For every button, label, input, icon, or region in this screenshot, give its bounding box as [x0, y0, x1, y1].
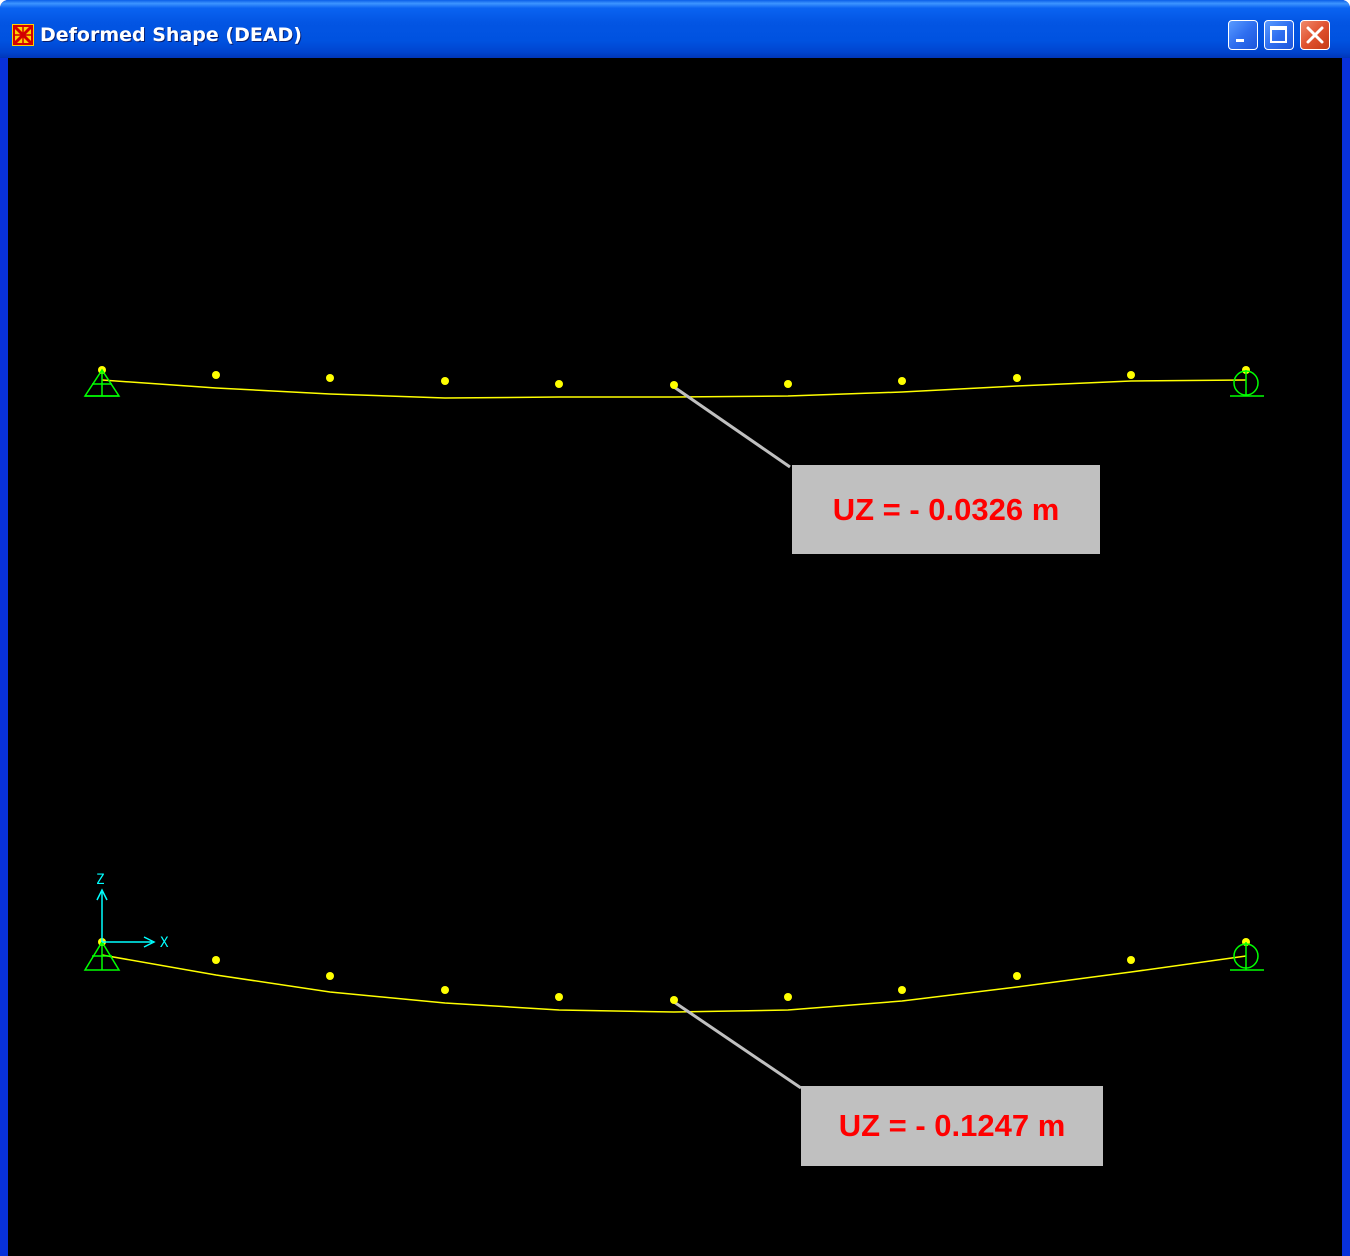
- upper-beam-joints: [98, 366, 1250, 389]
- close-button[interactable]: [1300, 20, 1330, 50]
- roller-support-icon: [1230, 942, 1264, 971]
- upper-beam-deformed-line: [101, 379, 1247, 399]
- upper-displacement-label: UZ = - 0.0326 m: [792, 465, 1100, 554]
- joint: [670, 381, 678, 389]
- z-axis-label: Z: [96, 872, 104, 888]
- joint: [212, 371, 220, 379]
- lower-displacement-text: UZ = - 0.1247 m: [838, 1108, 1066, 1143]
- minimize-button[interactable]: [1228, 20, 1258, 50]
- joint: [1127, 371, 1135, 379]
- joint: [670, 996, 678, 1004]
- maximize-button[interactable]: [1264, 20, 1294, 50]
- pin-support-icon: [83, 940, 121, 971]
- global-axes-icon: [96, 888, 156, 948]
- joint: [441, 986, 449, 994]
- joint: [555, 380, 563, 388]
- joint: [1127, 956, 1135, 964]
- app-icon: [12, 24, 34, 46]
- joint: [326, 374, 334, 382]
- maximize-icon: [1270, 26, 1287, 43]
- upper-displacement-text: UZ = - 0.0326 m: [832, 492, 1060, 527]
- joint: [326, 972, 334, 980]
- close-icon: [1306, 26, 1324, 44]
- window-title: Deformed Shape (DEAD): [40, 24, 302, 46]
- lower-beam-joints: [98, 938, 1250, 1004]
- lower-displacement-label: UZ = - 0.1247 m: [801, 1086, 1103, 1166]
- x-axis-label: X: [160, 935, 169, 951]
- joint: [784, 380, 792, 388]
- joint: [555, 993, 563, 1001]
- deformed-shape-scene: Z X: [83, 366, 1264, 1090]
- joint: [898, 986, 906, 994]
- model-view-canvas[interactable]: Z X UZ = - 0.0326 m UZ = - 0.1247 m: [8, 58, 1342, 1256]
- joint: [441, 377, 449, 385]
- joint: [898, 377, 906, 385]
- title-bar[interactable]: Deformed Shape (DEAD): [0, 0, 1350, 58]
- pin-support-icon: [83, 368, 121, 397]
- lower-beam-deformed-line: [101, 954, 1247, 1013]
- upper-leader-line: [673, 385, 791, 469]
- joint: [212, 956, 220, 964]
- joint: [1013, 972, 1021, 980]
- joint: [1013, 374, 1021, 382]
- roller-support-icon: [1230, 370, 1264, 397]
- minimize-icon: [1236, 39, 1244, 42]
- lower-leader-line: [673, 1000, 802, 1090]
- joint: [784, 993, 792, 1001]
